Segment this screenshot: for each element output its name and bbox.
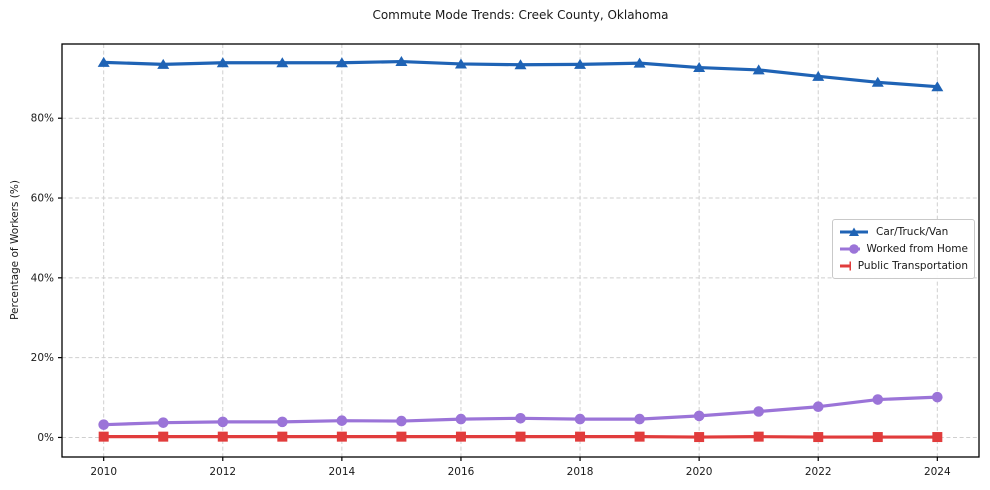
triangle-marker [812, 70, 825, 81]
series-car-truck-van [97, 56, 944, 92]
circle-marker [336, 415, 348, 426]
circle-marker [396, 415, 407, 427]
y-axis: 0% 20% 40% 60% 80% [31, 113, 62, 444]
x-tick-label: 2018 [567, 466, 594, 478]
triangle-marker [395, 56, 408, 67]
square-marker [872, 432, 883, 443]
chart-title: Commute Mode Trends: Creek County, Oklah… [372, 8, 669, 22]
triangle-marker [752, 64, 765, 75]
circle-marker [693, 410, 705, 422]
circle-marker [277, 416, 288, 428]
plot-frame [61, 43, 980, 458]
triangle-marker [633, 57, 646, 68]
circle-marker [217, 416, 229, 428]
circle-marker [753, 406, 764, 417]
legend-label: Car/Truck/Van [876, 225, 949, 238]
circle-marker [574, 413, 586, 425]
series-public-transportation [98, 431, 943, 443]
series-worked-from-home [98, 391, 943, 430]
square-marker [336, 431, 347, 442]
triangle-marker [276, 57, 289, 68]
triangle-marker [216, 57, 229, 68]
square-marker [98, 431, 109, 442]
legend-label: Public Transportation [857, 260, 968, 273]
triangle-marker [454, 58, 467, 69]
square-marker [932, 432, 943, 443]
triangle-marker [157, 58, 170, 69]
square-marker [575, 431, 586, 442]
circle-marker [515, 412, 526, 424]
square-legend-key-icon [840, 261, 851, 271]
triangle-legend-key-icon [840, 227, 868, 236]
y-tick-label: 80% [31, 113, 54, 125]
legend-item-car-truck-van: Car/Truck/Van [839, 224, 968, 240]
x-tick-label: 2020 [686, 466, 713, 478]
square-marker [753, 431, 764, 442]
triangle-marker [931, 81, 944, 92]
square-marker [694, 432, 705, 443]
legend: Car/Truck/Van Worked from Home Public Tran… [832, 219, 975, 279]
circle-marker [634, 413, 645, 425]
circle-marker [932, 391, 943, 403]
x-tick-label: 2012 [209, 466, 236, 478]
square-marker [634, 431, 645, 442]
y-tick-label: 40% [31, 272, 54, 284]
circle-marker [872, 394, 884, 405]
square-marker [396, 431, 407, 442]
x-tick-label: 2016 [448, 466, 475, 478]
circle-marker [455, 413, 467, 425]
circle-marker [157, 417, 169, 428]
x-axis: 2010 2012 2014 2016 2018 2020 2022 2024 [90, 457, 951, 478]
square-marker [277, 431, 288, 442]
circle-legend-key-icon [840, 244, 860, 254]
legend-item-worked-from-home: Worked from Home [839, 241, 968, 257]
square-marker [813, 432, 824, 443]
legend-item-public-transportation: Public Transportation [839, 258, 968, 274]
y-tick-label: 0% [37, 432, 54, 444]
triangle-marker [514, 59, 527, 70]
square-marker [158, 431, 169, 442]
square-marker [515, 431, 526, 442]
triangle-marker [871, 76, 884, 87]
triangle-marker [97, 56, 110, 67]
x-tick-label: 2022 [805, 466, 832, 478]
x-tick-label: 2010 [90, 466, 117, 478]
triangle-marker [693, 62, 706, 73]
x-tick-label: 2024 [924, 466, 951, 478]
triangle-marker [335, 57, 348, 68]
x-tick-label: 2014 [328, 466, 355, 478]
square-marker [217, 431, 228, 442]
y-tick-label: 20% [31, 352, 54, 364]
y-tick-label: 60% [31, 193, 54, 205]
square-marker [455, 431, 466, 442]
circle-marker [98, 419, 109, 430]
circle-marker [812, 401, 824, 413]
legend-label: Worked from Home [866, 242, 968, 255]
triangle-marker [574, 58, 587, 69]
